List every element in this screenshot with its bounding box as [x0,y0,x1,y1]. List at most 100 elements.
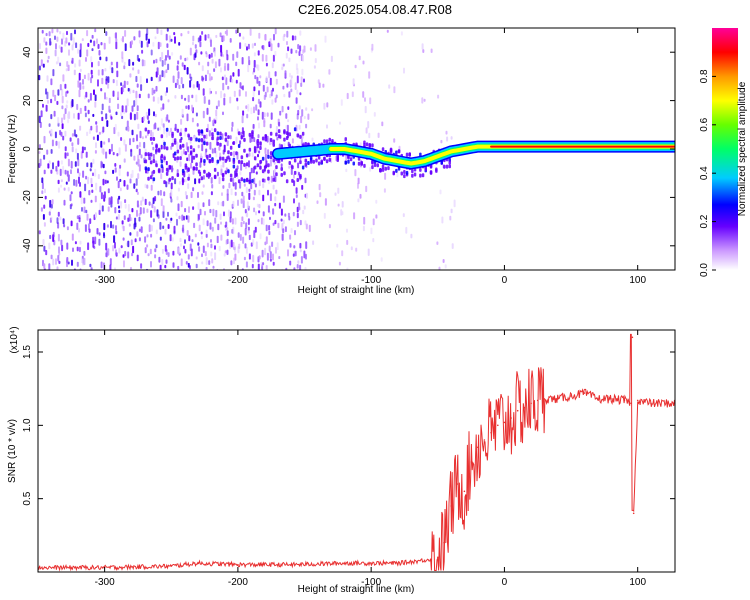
spectrogram-cell [162,225,165,229]
spectrogram-cell [117,214,120,220]
spectrogram-cell [49,234,52,240]
spectrogram-cell [100,42,103,46]
spectrogram-cell [167,49,169,58]
spectrogram-cell [261,111,264,120]
spectrogram-cell [151,141,154,145]
spectrogram-cell [133,155,136,161]
spectrogram-cell [159,264,162,270]
spectrogram-cell [357,182,359,189]
spectrogram-cell [253,230,256,239]
spectrogram-cell [166,87,168,93]
spectrogram-cell [138,237,141,242]
spectrogram-cell [43,154,46,160]
spectrogram-cell [131,105,134,112]
spectrogram-cell [219,213,222,220]
spectrogram-cell [224,132,228,137]
spectrogram-cell [258,80,261,87]
spectrogram-cell [295,49,298,54]
spectrogram-cell [252,97,255,102]
spectrogram-cell [47,163,50,169]
spectrogram-cell [203,134,206,139]
spectrogram-cell [69,137,72,142]
spectrogram-cell [252,196,255,201]
spectrogram-cell [405,170,409,175]
spectrogram-cell [201,261,204,265]
spectrogram-cell [194,233,197,238]
spectrogram-cell [89,263,92,268]
spectrogram-cell [129,138,131,146]
spectrogram-cell [55,140,58,146]
spectrogram-cell [76,222,79,230]
spectrogram-cell [55,43,57,50]
spectrogram-cell [183,245,185,250]
spectrogram-cell [100,192,103,200]
spectrogram-cell [64,146,67,152]
snr-data-point [423,559,426,562]
spectrogram-cell [218,176,221,185]
spectrogram-cell [285,267,288,270]
spectrogram-cell [300,256,303,264]
spectrogram-cell [311,108,314,112]
spectrogram-cell [187,146,190,153]
spectrogram-cell [258,189,261,196]
spectrogram-cell [192,155,196,160]
spectrogram-cell [136,231,139,237]
spectrogram-cell [103,42,106,50]
spectrogram-cell [157,127,160,131]
spectrogram-cell [178,181,181,185]
spectrogram-cell [185,215,188,220]
spectrogram-cell [205,257,208,265]
spectrogram-cell [341,250,344,257]
spectrogram-cell [289,234,292,240]
spectrogram-cell [87,176,90,185]
spectrogram-cell [160,29,163,36]
spectrogram-cell [137,69,140,74]
spectrogram-cell [203,96,206,104]
spectrogram-cell [280,218,283,222]
spectrogram-cell [190,76,193,81]
spectrogram-cell [221,156,225,161]
spectrogram-cell [234,182,237,190]
spectrogram-cell [229,177,233,182]
spectrogram-cell [152,146,155,151]
spectrogram-cell [184,208,187,213]
spectrogram-cell [371,143,374,148]
spectrogram-cell [98,209,101,215]
spectrogram-cell [245,105,248,109]
spectrogram-cell [176,196,179,201]
spectrogram-cell [293,198,295,204]
spectrogram-cell [298,51,301,56]
spectrogram-cell [101,103,104,111]
spectrogram-cell [75,148,78,154]
spectrogram-cell [126,98,129,107]
spectrogram-cell [99,56,102,61]
snr-data-point [497,424,499,427]
spectrogram-cell [170,127,172,133]
spectrogram-cell [280,208,283,216]
spectrogram-cell [109,258,112,266]
spectrogram-cell [251,263,254,269]
spectrogram-cell [72,37,75,46]
spectrogram-cell [393,86,396,94]
spectrogram-cell [87,99,90,103]
spectrogram-cell [56,266,59,270]
spectrogram-cell [245,222,248,229]
spectrogram-cell [288,57,291,63]
spectrogram-cell [152,159,156,164]
spectrogram-cell [201,253,203,258]
spectrogram-cell [259,160,262,164]
spectrogram-cell [197,242,200,246]
spectrogram-cell [288,91,291,98]
spectrogram-cell [156,209,159,217]
spectrogram-cell [41,177,44,184]
spectrogram-cell [197,138,201,143]
spectrogram-cell [213,128,217,133]
spectrogram-cell [140,154,143,159]
spectrogram-cell [275,189,278,195]
spectrogram-cell [210,39,212,47]
spectrogram-cell [101,205,104,212]
spectrogram-cell [226,226,229,231]
spectrogram-cell [84,112,87,118]
spectrogram-cell [114,163,117,167]
